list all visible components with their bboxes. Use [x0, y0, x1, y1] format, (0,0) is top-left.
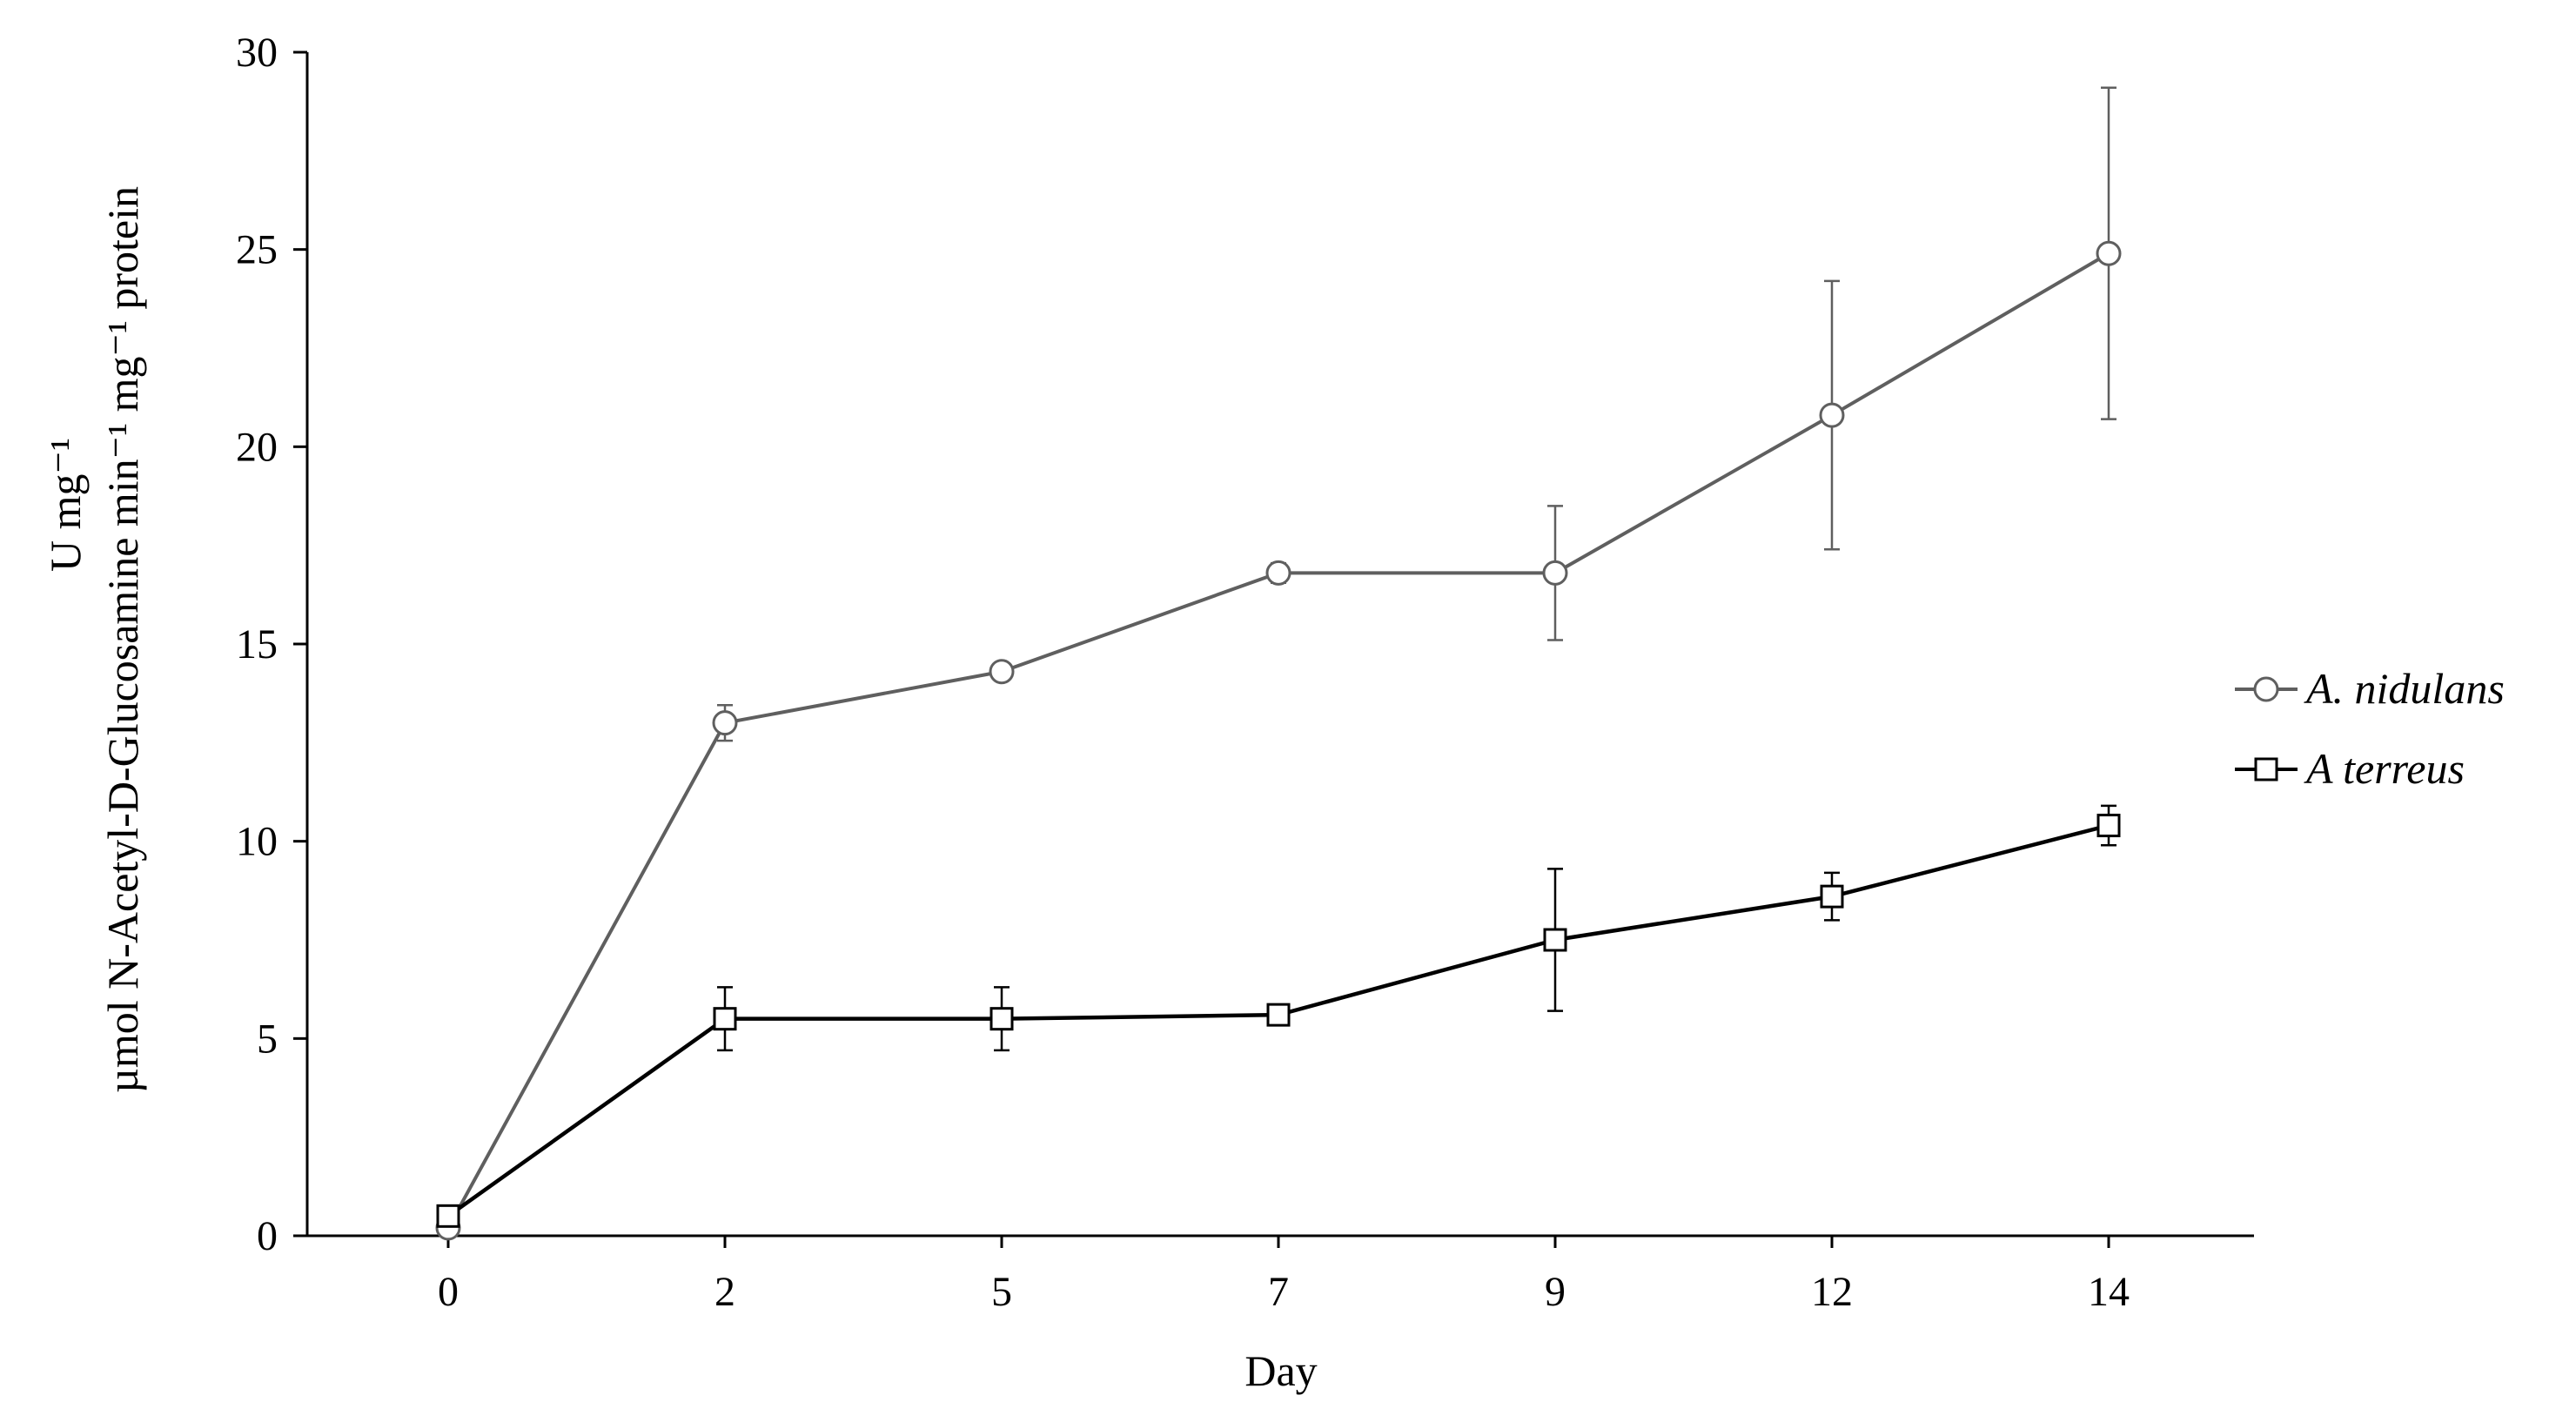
data-point	[1819, 402, 1845, 428]
x-tick-label: 2	[714, 1269, 735, 1315]
data-point	[712, 710, 738, 736]
y-axis-title-group: U mg⁻¹	[41, 438, 90, 572]
x-tick-label: 14	[2088, 1269, 2130, 1315]
y-tick-label: 15	[236, 621, 278, 667]
legend: A. nidulans A terreus	[2235, 664, 2505, 793]
data-point	[1543, 928, 1567, 952]
x-tick-label: 0	[438, 1269, 459, 1315]
x-tick-label: 12	[1811, 1269, 1853, 1315]
y-tick-label: 20	[236, 424, 278, 470]
y-tick-label: 30	[236, 30, 278, 76]
data-point	[989, 659, 1015, 685]
series-a-terreus	[436, 804, 2121, 1228]
data-point	[2096, 240, 2122, 266]
legend-marker	[2254, 757, 2278, 781]
legend-entry: A terreus	[2235, 744, 2465, 793]
legend-label: A terreus	[2304, 744, 2465, 793]
data-point	[989, 1007, 1014, 1031]
y-tick-label: 25	[236, 227, 278, 273]
legend-entry: A. nidulans	[2235, 664, 2505, 713]
x-tick-label: 5	[991, 1269, 1012, 1315]
data-point	[1266, 1003, 1291, 1027]
x-tick-label: 9	[1545, 1269, 1566, 1315]
series-line	[446, 252, 2110, 1229]
y-axis-title-group-2: µmol N-Acetyl-D-Glucosamine min⁻¹ mg⁻¹ p…	[98, 186, 147, 1093]
data-point	[1820, 884, 1844, 909]
y-tick-label: 0	[257, 1213, 278, 1259]
y-tick-label: 5	[257, 1016, 278, 1062]
data-point	[713, 1007, 737, 1031]
x-tick-label: 7	[1268, 1269, 1289, 1315]
data-point	[2096, 814, 2121, 838]
y-tick-label: 10	[236, 819, 278, 865]
legend-label: A. nidulans	[2304, 664, 2505, 713]
data-point	[436, 1204, 460, 1228]
y-axis-title-line1: U mg⁻¹	[41, 438, 90, 572]
x-axis-title: Day	[1244, 1346, 1317, 1395]
series-layer	[435, 86, 2122, 1241]
axes	[305, 52, 2254, 1238]
data-point	[1542, 560, 1568, 586]
data-point	[1265, 560, 1291, 586]
legend-marker	[2253, 676, 2279, 702]
series-a-nidulans	[435, 86, 2122, 1241]
y-axis-title-line2: µmol N-Acetyl-D-Glucosamine min⁻¹ mg⁻¹ p…	[98, 186, 147, 1093]
